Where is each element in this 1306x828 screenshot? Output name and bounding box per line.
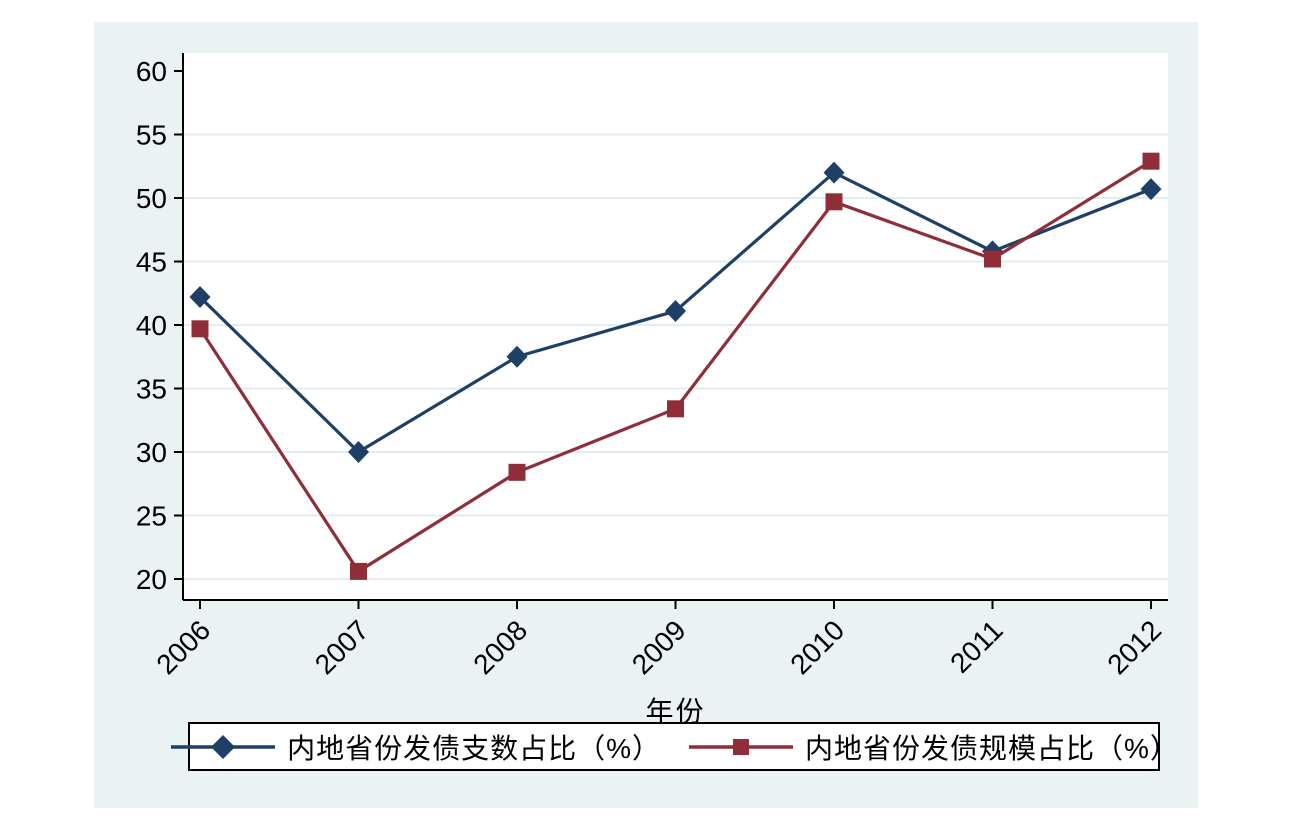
x-tick-label: 2008 bbox=[467, 614, 533, 680]
y-tick-label: 60 bbox=[136, 56, 167, 87]
y-tick-label: 25 bbox=[136, 501, 167, 532]
series-1-marker bbox=[667, 400, 684, 418]
y-tick-label: 50 bbox=[136, 183, 167, 214]
series-0-marker bbox=[665, 300, 686, 323]
plot-area bbox=[183, 53, 1168, 600]
y-tick-label: 55 bbox=[136, 120, 167, 151]
series-1-marker bbox=[825, 193, 843, 211]
x-tick-label: 2012 bbox=[1101, 614, 1167, 680]
series-1-marker bbox=[1142, 152, 1160, 170]
x-tick-label: 2010 bbox=[784, 614, 850, 680]
y-tick-label: 20 bbox=[136, 564, 167, 595]
legend-label-series-0: 内地省份发债支数占比（%） bbox=[287, 732, 661, 764]
x-tick-label: 2011 bbox=[944, 614, 1009, 679]
y-tick-label: 40 bbox=[136, 310, 167, 341]
y-tick-label: 30 bbox=[136, 437, 167, 468]
line-chart: 20 25 30 35 40 45 50 55 60 2006 2007 2008 2009 2010 20… bbox=[136, 53, 1168, 680]
diamond-marker-icon bbox=[171, 734, 276, 759]
x-tick-label: 2007 bbox=[309, 614, 375, 680]
series-1-marker bbox=[350, 562, 367, 580]
x-tick-label: 2006 bbox=[150, 614, 216, 680]
x-tick-label: 2009 bbox=[626, 614, 692, 680]
legend-label-series-1: 内地省份发债规模占比（%） bbox=[805, 732, 1179, 764]
legend-item-series-1: 内地省份发债规模占比（%） bbox=[687, 727, 1179, 767]
series-0-marker bbox=[348, 441, 369, 463]
y-tick-label: 35 bbox=[136, 374, 167, 405]
x-axis-title: 年份 bbox=[645, 696, 706, 727]
series-1-marker bbox=[191, 320, 209, 338]
series-1-marker bbox=[984, 250, 1001, 268]
square-marker-icon bbox=[689, 738, 793, 755]
series-0-marker bbox=[823, 161, 845, 184]
legend-item-series-0: 内地省份发债支数占比（%） bbox=[169, 727, 661, 767]
series-1-marker bbox=[508, 463, 526, 481]
legend: 内地省份发债支数占比（%） 内地省份发债规模占比（%） bbox=[171, 722, 1178, 771]
series-0-marker bbox=[189, 286, 211, 309]
chart-figure: 20 25 30 35 40 45 50 55 60 2006 2007 2008 2009 2010 20… bbox=[94, 22, 1198, 808]
series-0-marker bbox=[506, 345, 528, 368]
series-0-marker bbox=[1140, 178, 1162, 201]
y-tick-label: 45 bbox=[136, 247, 167, 278]
